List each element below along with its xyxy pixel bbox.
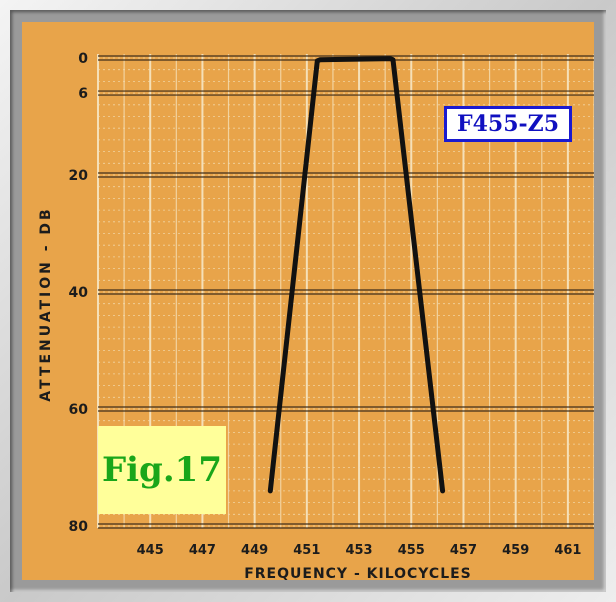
y-tick-label: 6 [78, 86, 88, 102]
x-tick-label: 453 [345, 543, 372, 558]
x-tick-label: 451 [293, 543, 320, 558]
x-tick-label: 461 [554, 543, 581, 558]
model-label: F455-Z5 [444, 106, 572, 142]
x-tick-label: 449 [241, 543, 268, 558]
attenuation-chart: 0 6 20 40 60 80 445 447 449 451 453 455 457 459 461 AT… [38, 51, 594, 580]
bandpass-curve [267, 56, 446, 494]
y-tick-label: 0 [78, 51, 88, 67]
grid-layer [97, 54, 594, 529]
x-tick-label: 447 [189, 543, 216, 558]
x-tick-label: 457 [450, 543, 477, 558]
tick-layer: 0 6 20 40 60 80 445 447 449 451 453 455 457 459 461 [69, 51, 582, 558]
x-tick-label: 445 [137, 543, 164, 558]
y-tick-label: 20 [69, 168, 89, 184]
y-tick-label: 40 [69, 285, 89, 301]
y-tick-label: 80 [69, 519, 89, 535]
x-tick-label: 455 [398, 543, 425, 558]
y-tick-label: 60 [69, 402, 89, 418]
x-axis-label: FREQUENCY - KILOCYCLES [244, 566, 472, 580]
curve-layer [267, 56, 446, 494]
figure-label: Fig.17 [98, 426, 226, 514]
y-axis-label: ATTENUATION - DB [38, 206, 54, 401]
x-tick-label: 459 [502, 543, 529, 558]
